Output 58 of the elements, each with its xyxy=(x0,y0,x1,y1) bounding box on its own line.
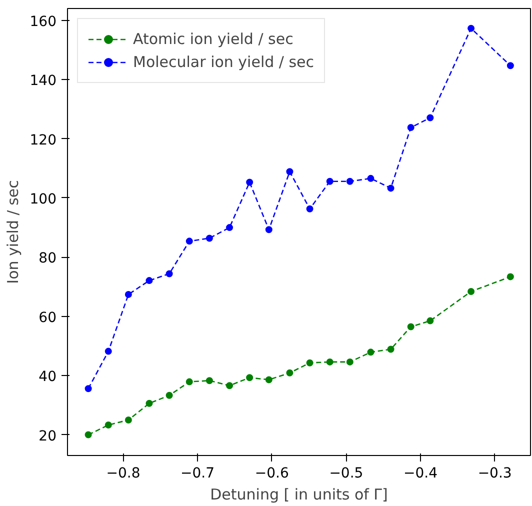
point xyxy=(407,323,414,330)
legend-label: Atomic ion yield / sec xyxy=(133,30,294,48)
point xyxy=(306,359,314,366)
point xyxy=(346,358,354,366)
point xyxy=(468,24,475,32)
point xyxy=(246,374,254,382)
point xyxy=(367,174,374,182)
point xyxy=(206,234,213,242)
point xyxy=(166,392,173,399)
point xyxy=(326,358,334,366)
point xyxy=(166,270,173,278)
point xyxy=(265,376,272,384)
point xyxy=(265,226,272,234)
point xyxy=(146,400,153,407)
y-tick-label: 120 xyxy=(30,132,57,148)
point xyxy=(387,346,394,353)
point xyxy=(426,114,434,122)
y-axis-title: Ion yield / sec xyxy=(4,180,22,284)
point xyxy=(286,168,294,176)
point xyxy=(506,273,514,280)
y-tick-label: 20 xyxy=(38,428,57,444)
point xyxy=(186,378,193,386)
point xyxy=(407,124,414,131)
y-tick-label: 100 xyxy=(30,191,57,208)
x-tick-label: −0.7 xyxy=(180,466,215,482)
y-tick-label: 140 xyxy=(30,73,57,90)
x-tick-label: −0.6 xyxy=(254,466,289,482)
point xyxy=(326,178,334,185)
point xyxy=(104,422,112,429)
point xyxy=(146,277,153,284)
point xyxy=(246,178,254,186)
y-tick-label: 40 xyxy=(38,369,57,386)
point xyxy=(124,416,132,424)
point xyxy=(306,205,314,212)
point xyxy=(506,62,514,70)
y-tick-label: 80 xyxy=(38,250,57,267)
point xyxy=(346,178,354,185)
y-tick-label: 60 xyxy=(38,310,57,326)
point xyxy=(84,431,92,438)
x-tick-label: −0.3 xyxy=(478,466,512,482)
point xyxy=(286,369,294,376)
point xyxy=(206,377,213,384)
point xyxy=(84,385,92,392)
point xyxy=(124,290,132,298)
x-tick-label: −0.8 xyxy=(106,466,140,482)
point xyxy=(104,348,112,355)
point xyxy=(226,382,234,390)
x-axis-title: Detuning [ in units of Γ] xyxy=(210,486,388,504)
legend-label: Molecular ion yield / sec xyxy=(133,53,314,71)
point xyxy=(226,224,234,232)
point xyxy=(468,288,475,295)
point xyxy=(367,348,374,356)
point xyxy=(426,317,434,324)
y-tick-label: 160 xyxy=(30,14,57,30)
x-tick-label: −0.4 xyxy=(404,466,438,482)
point xyxy=(186,238,193,245)
point xyxy=(387,184,394,192)
x-tick-label: −0.5 xyxy=(329,466,364,482)
